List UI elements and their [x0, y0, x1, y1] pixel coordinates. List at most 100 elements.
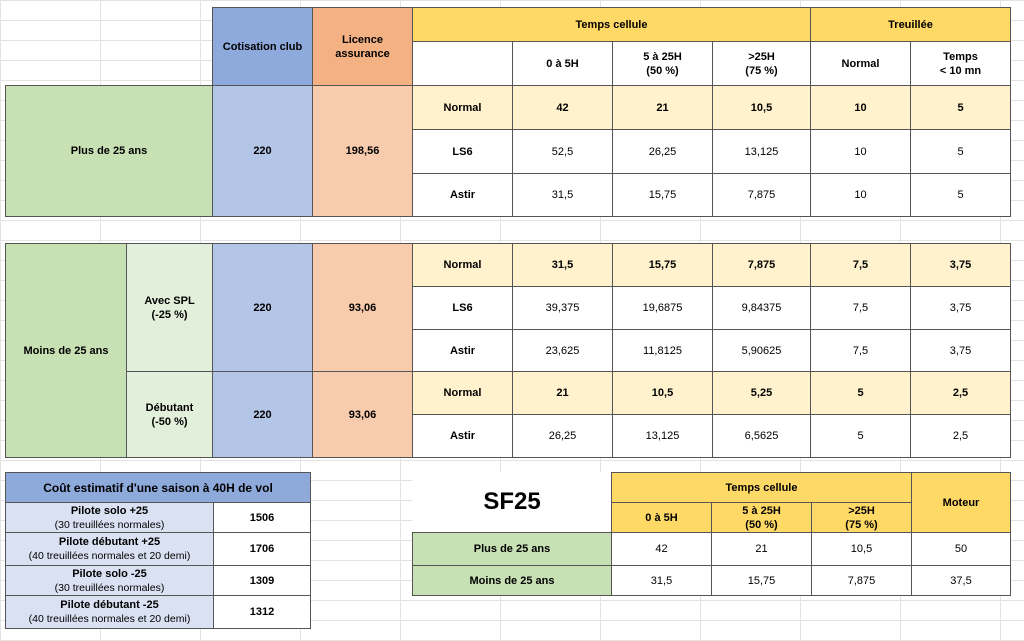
licence-header-l2: assurance	[335, 47, 390, 60]
deb-astir-t2[interactable]: 2,5	[910, 414, 1011, 458]
spl-normal-t1[interactable]: 7,5	[810, 243, 911, 287]
cost-row-4-value-text: 1312	[249, 606, 275, 618]
sf25-row-2-v3[interactable]: 7,875	[811, 565, 912, 596]
plus25-normal-type[interactable]: Normal	[412, 85, 513, 130]
cotisation-header[interactable]: Cotisation club	[212, 7, 313, 86]
cost-row-3-value[interactable]: 1309	[213, 565, 311, 596]
plus25-astir-v2[interactable]: 15,75	[612, 173, 713, 217]
deb-normal-v3[interactable]: 5,25	[712, 371, 811, 415]
col-25-header[interactable]: >25H (75 %)	[712, 41, 811, 86]
sf25-moteur-header[interactable]: Moteur	[911, 472, 1011, 533]
plus25-astir-v3[interactable]: 7,875	[712, 173, 811, 217]
sf25-row-2-label[interactable]: Moins de 25 ans	[412, 565, 612, 596]
col-0-5-header[interactable]: 0 à 5H	[512, 41, 613, 86]
debutant-label[interactable]: Débutant (-50 %)	[126, 371, 213, 458]
sf25-row-2-v1[interactable]: 31,5	[611, 565, 712, 596]
deb-cotisation[interactable]: 220	[212, 371, 313, 458]
licence-header[interactable]: Licence assurance	[312, 7, 413, 86]
spl-normal-v2[interactable]: 15,75	[612, 243, 713, 287]
plus25-normal-v1[interactable]: 42	[512, 85, 613, 130]
plus25-ls6-t2[interactable]: 5	[910, 129, 1011, 174]
sf25-col-5-25[interactable]: 5 à 25H (50 %)	[711, 502, 812, 533]
col-normal-header[interactable]: Normal	[810, 41, 911, 86]
plus25-astir-t2[interactable]: 5	[910, 173, 1011, 217]
spl-normal-t2[interactable]: 3,75	[910, 243, 1011, 287]
deb-normal-v1[interactable]: 21	[512, 371, 613, 415]
spl-ls6-v2[interactable]: 19,6875	[612, 286, 713, 330]
deb-astir-type[interactable]: Astir	[412, 414, 513, 458]
empty-header-cell[interactable]	[412, 41, 513, 86]
deb-normal-type[interactable]: Normal	[412, 371, 513, 415]
spl-licence[interactable]: 93,06	[312, 243, 413, 372]
cost-row-4-label[interactable]: Pilote débutant -25 (40 treuillées norma…	[5, 595, 214, 629]
deb-astir-v1[interactable]: 26,25	[512, 414, 613, 458]
deb-astir-v2[interactable]: 13,125	[612, 414, 713, 458]
spl-ls6-t1[interactable]: 7,5	[810, 286, 911, 330]
spl-astir-v3-text: 5,90625	[741, 344, 782, 357]
plus25-normal-v3[interactable]: 10,5	[712, 85, 811, 130]
spl-ls6-v1[interactable]: 39,375	[512, 286, 613, 330]
sf25-row-1-v1[interactable]: 42	[611, 532, 712, 566]
plus25-normal-t1[interactable]: 10	[810, 85, 911, 130]
spl-ls6-v2-text: 19,6875	[642, 302, 683, 314]
cost-row-2-value[interactable]: 1706	[213, 532, 311, 566]
deb-licence[interactable]: 93,06	[312, 371, 413, 458]
plus25-licence[interactable]: 198,56	[312, 85, 413, 217]
col-temps-header[interactable]: Temps < 10 mn	[910, 41, 1011, 86]
moins25-label[interactable]: Moins de 25 ans	[5, 243, 127, 458]
spl-astir-t2[interactable]: 3,75	[910, 329, 1011, 372]
spl-ls6-type[interactable]: LS6	[412, 286, 513, 330]
cost-row-1-label[interactable]: Pilote solo +25 (30 treuillées normales)	[5, 502, 214, 533]
spl-cotisation[interactable]: 220	[212, 243, 313, 372]
treuillee-header[interactable]: Treuillée	[810, 7, 1011, 42]
spl-normal-type-text: Normal	[443, 259, 482, 271]
sf25-row-1-v2[interactable]: 21	[711, 532, 812, 566]
plus25-normal-v2[interactable]: 21	[612, 85, 713, 130]
plus25-cotisation[interactable]: 220	[212, 85, 313, 217]
sf25-row-1-label[interactable]: Plus de 25 ans	[412, 532, 612, 566]
spl-normal-v3[interactable]: 7,875	[712, 243, 811, 287]
deb-normal-t1[interactable]: 5	[810, 371, 911, 415]
col-5-25-header[interactable]: 5 à 25H (50 %)	[612, 41, 713, 86]
plus25-ls6-v1[interactable]: 52,5	[512, 129, 613, 174]
temps-cellule-header[interactable]: Temps cellule	[412, 7, 811, 42]
cost-row-4-value[interactable]: 1312	[213, 595, 311, 629]
plus25-astir-t1[interactable]: 10	[810, 173, 911, 217]
plus25-astir-v1[interactable]: 31,5	[512, 173, 613, 217]
plus25-ls6-v3[interactable]: 13,125	[712, 129, 811, 174]
cost-row-3-label[interactable]: Pilote solo -25 (30 treuillées normales)	[5, 565, 214, 596]
sf25-temps-cellule-header[interactable]: Temps cellule	[611, 472, 912, 503]
sf25-col-25[interactable]: >25H (75 %)	[811, 502, 912, 533]
spl-astir-type[interactable]: Astir	[412, 329, 513, 372]
spl-astir-v2[interactable]: 11,8125	[612, 329, 713, 372]
cost-table-header[interactable]: Coût estimatif d'une saison à 40H de vol	[5, 472, 311, 503]
deb-normal-v2[interactable]: 10,5	[612, 371, 713, 415]
deb-normal-t2[interactable]: 2,5	[910, 371, 1011, 415]
plus25-ls6-type[interactable]: LS6	[412, 129, 513, 174]
spl-normal-type[interactable]: Normal	[412, 243, 513, 287]
sf25-row-1-v3[interactable]: 10,5	[811, 532, 912, 566]
spl-ls6-t2[interactable]: 3,75	[910, 286, 1011, 330]
spl-astir-v1[interactable]: 23,625	[512, 329, 613, 372]
plus25-ls6-v2-text: 26,25	[648, 145, 677, 158]
sf25-row-1-m[interactable]: 50	[911, 532, 1011, 566]
plus25-ls6-v2[interactable]: 26,25	[612, 129, 713, 174]
avec-spl-label[interactable]: Avec SPL (-25 %)	[126, 243, 213, 372]
col-temps-l2: < 10 mn	[939, 64, 982, 77]
deb-astir-t1[interactable]: 5	[810, 414, 911, 458]
sf25-row-2-v2[interactable]: 15,75	[711, 565, 812, 596]
spl-ls6-v3[interactable]: 9,84375	[712, 286, 811, 330]
sf25-col-25-l1: >25H	[848, 504, 875, 517]
plus25-label[interactable]: Plus de 25 ans	[5, 85, 213, 217]
deb-astir-v3[interactable]: 6,5625	[712, 414, 811, 458]
spl-normal-v1[interactable]: 31,5	[512, 243, 613, 287]
cost-row-2-label[interactable]: Pilote débutant +25 (40 treuillées norma…	[5, 532, 214, 566]
sf25-row-2-m[interactable]: 37,5	[911, 565, 1011, 596]
spl-astir-v3[interactable]: 5,90625	[712, 329, 811, 372]
spl-astir-t1[interactable]: 7,5	[810, 329, 911, 372]
plus25-ls6-t1[interactable]: 10	[810, 129, 911, 174]
plus25-normal-t2[interactable]: 5	[910, 85, 1011, 130]
sf25-col-0-5[interactable]: 0 à 5H	[611, 502, 712, 533]
cost-row-1-value[interactable]: 1506	[213, 502, 311, 533]
plus25-astir-type[interactable]: Astir	[412, 173, 513, 217]
